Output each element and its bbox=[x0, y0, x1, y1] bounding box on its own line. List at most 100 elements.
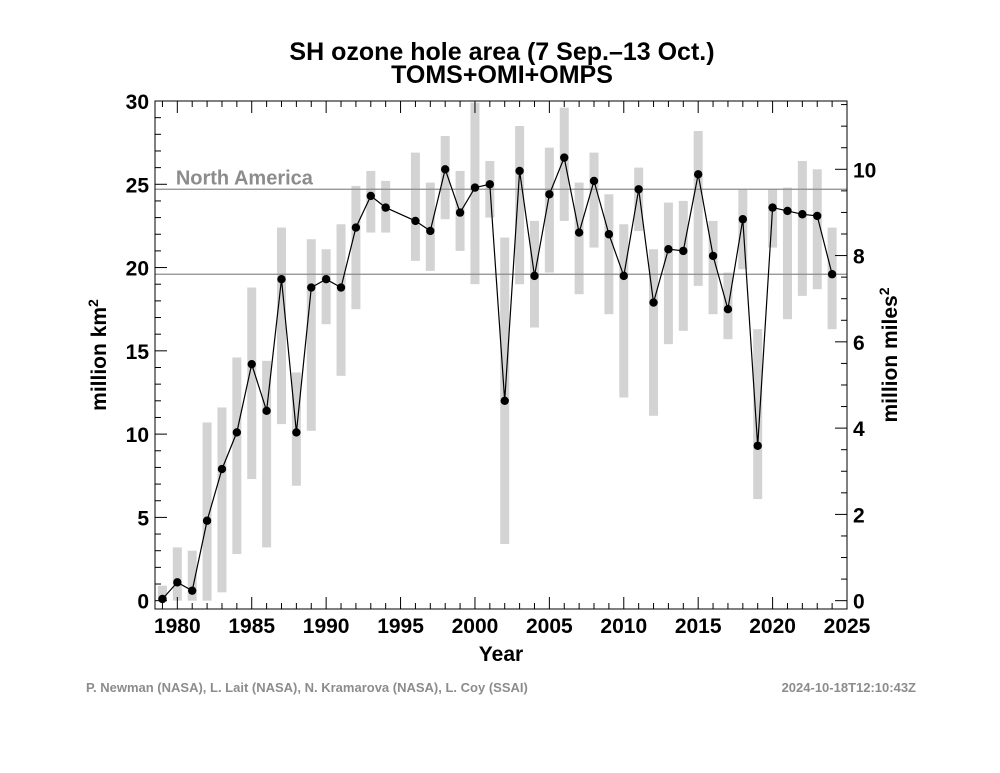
range-bar-1982 bbox=[202, 422, 212, 601]
data-point-1987 bbox=[277, 275, 286, 284]
data-point-2010 bbox=[619, 271, 628, 281]
data-point-2012 bbox=[649, 298, 658, 307]
data-point-1999 bbox=[455, 208, 465, 217]
range-bar-1990 bbox=[321, 249, 331, 325]
data-point-1994 bbox=[381, 203, 390, 212]
y-tick-label: 25 bbox=[126, 174, 150, 197]
data-point-2019 bbox=[753, 441, 762, 450]
range-bar-2003 bbox=[515, 125, 525, 285]
range-bar-1980 bbox=[172, 547, 182, 601]
data-point-2020 bbox=[768, 203, 777, 212]
y2-tick-label: 8 bbox=[853, 246, 865, 269]
range-bar-1986 bbox=[262, 360, 272, 548]
range-bar-1992 bbox=[351, 185, 361, 310]
data-point-2003 bbox=[515, 166, 524, 176]
data-point-2011 bbox=[634, 185, 643, 194]
range-bar-2020 bbox=[768, 189, 778, 248]
y2-tick-label: 2 bbox=[853, 504, 865, 527]
data-point-1986 bbox=[262, 406, 271, 415]
data-point-2023 bbox=[813, 211, 822, 221]
x-tick-label: 2020 bbox=[749, 615, 796, 638]
axis-ticks: 1980 1985 1990 1995 2000 2005 2010 2015 2020 2025… bbox=[126, 91, 877, 638]
x-tick-label: 2000 bbox=[452, 615, 499, 638]
data-point-1991 bbox=[336, 283, 346, 292]
data-point-1981 bbox=[188, 586, 197, 595]
data-point-2002 bbox=[500, 396, 509, 406]
range-bar-2005 bbox=[544, 147, 554, 273]
data-point-2016 bbox=[708, 251, 718, 261]
range-bar-2021 bbox=[782, 187, 792, 320]
range-bar-2011 bbox=[634, 167, 644, 231]
y2-axis-label: million miles2 bbox=[876, 287, 902, 422]
x-tick-label: 2025 bbox=[824, 615, 871, 638]
range-bar-2012 bbox=[649, 249, 659, 416]
data-point-1997 bbox=[426, 226, 435, 236]
data-point-1985 bbox=[247, 359, 256, 369]
data-point-2021 bbox=[783, 206, 792, 216]
data-point-2000 bbox=[470, 183, 480, 192]
data-point-1982 bbox=[202, 516, 212, 525]
data-point-1993 bbox=[366, 191, 375, 201]
range-bar-1991 bbox=[336, 224, 346, 376]
x-tick-label: 1995 bbox=[377, 615, 424, 638]
range-bar-2015 bbox=[693, 130, 703, 286]
data-point-2004 bbox=[530, 271, 539, 281]
data-point-1992 bbox=[351, 223, 361, 232]
y-tick-label: 0 bbox=[137, 591, 149, 614]
x-tick-label: 1980 bbox=[154, 615, 201, 638]
range-bar-2000 bbox=[470, 102, 480, 285]
chart-subtitle: TOMS+OMI+OMPS bbox=[391, 61, 613, 89]
range-bar-1993 bbox=[366, 170, 376, 233]
data-point-1990 bbox=[321, 275, 331, 284]
data-point-2018 bbox=[738, 215, 748, 224]
range-bar-1983 bbox=[217, 407, 227, 593]
y-tick-label: 20 bbox=[126, 258, 149, 281]
data-point-1998 bbox=[440, 165, 450, 174]
plot-frame bbox=[154, 100, 848, 610]
credits-text: P. Newman (NASA), L. Lait (NASA), N. Kra… bbox=[86, 680, 528, 695]
range-bar-2016 bbox=[708, 220, 718, 315]
range-bar-1981 bbox=[187, 550, 197, 601]
y2-axis-label-text: million miles bbox=[879, 295, 902, 422]
range-bar-2010 bbox=[619, 224, 629, 398]
range-bar-2014 bbox=[678, 200, 688, 331]
x-tick-label: 2015 bbox=[675, 615, 722, 638]
range-bar-1984 bbox=[232, 357, 242, 555]
range-bar-2018 bbox=[738, 189, 748, 270]
x-tick-label: 2005 bbox=[526, 615, 573, 638]
data-point-1980 bbox=[173, 578, 182, 587]
range-bar-1979 bbox=[157, 585, 167, 601]
data-point-2007 bbox=[574, 228, 584, 237]
range-bar-2023 bbox=[812, 169, 822, 290]
range-bar-1996 bbox=[410, 152, 420, 261]
range-bar-2009 bbox=[604, 194, 614, 315]
data-point-2015 bbox=[693, 170, 703, 179]
x-tick-label: 2010 bbox=[600, 615, 647, 638]
data-point-2001 bbox=[485, 180, 495, 189]
x-axis-label: Year bbox=[479, 643, 523, 666]
range-bar-1987 bbox=[276, 227, 286, 425]
y2-tick-label: 6 bbox=[853, 332, 865, 355]
x-tick-label: 1985 bbox=[228, 615, 275, 638]
data-point-1989 bbox=[307, 283, 316, 292]
data-point-2013 bbox=[664, 245, 673, 254]
data-point-1983 bbox=[217, 464, 227, 474]
y2-tick-label: 0 bbox=[853, 591, 865, 614]
y2-tick-label: 10 bbox=[853, 159, 876, 182]
data-point-2008 bbox=[589, 176, 599, 186]
range-bar-1998 bbox=[440, 135, 450, 220]
range-bar-2007 bbox=[574, 182, 584, 295]
y-tick-label: 10 bbox=[126, 424, 149, 447]
x-tick-label: 1990 bbox=[303, 615, 350, 638]
y-axis-label: million km2 bbox=[85, 299, 111, 411]
chart-title: SH ozone hole area (7 Sep.–13 Oct.) bbox=[289, 38, 714, 66]
data-point-1996 bbox=[411, 216, 420, 226]
data-point-1979 bbox=[158, 594, 167, 604]
y-axis-label-text: million km bbox=[88, 307, 111, 411]
range-bar-1989 bbox=[306, 239, 316, 431]
range-bar-2008 bbox=[589, 152, 599, 248]
data-point-1984 bbox=[232, 428, 242, 437]
data-point-2006 bbox=[560, 153, 569, 162]
range-bar-2013 bbox=[663, 202, 673, 345]
range-bar-2006 bbox=[559, 107, 569, 221]
